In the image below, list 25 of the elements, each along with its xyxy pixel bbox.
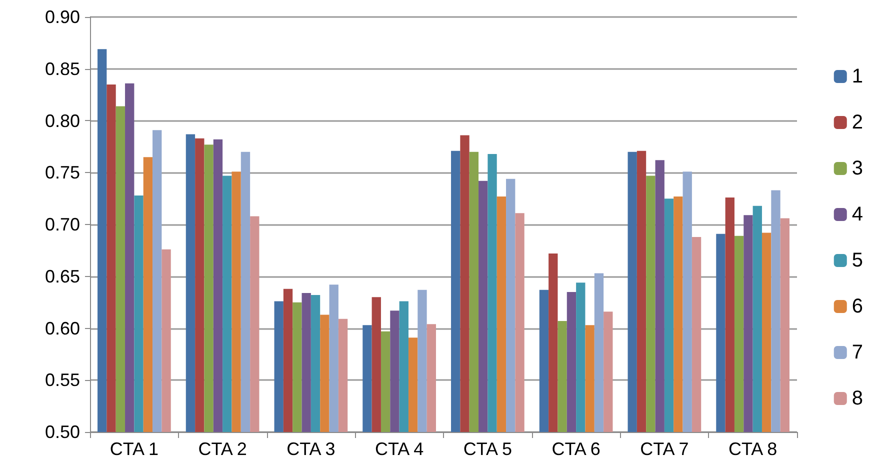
legend-label: 6: [852, 296, 863, 318]
legend-label: 2: [852, 112, 863, 134]
legend-label: 1: [852, 66, 863, 88]
x-tick-label: CTA 3: [286, 439, 336, 459]
x-tick-label: CTA 2: [198, 439, 247, 459]
y-tick-label: 0.70: [44, 214, 80, 234]
y-tick-label: 0.75: [44, 162, 80, 183]
y-tick-label: 0.60: [44, 318, 80, 338]
x-tick-label: CTA 5: [463, 439, 512, 459]
x-tick-label: CTA 1: [110, 439, 159, 459]
y-tick-label: 0.80: [44, 110, 80, 131]
y-tick-label: 0.65: [44, 266, 80, 286]
x-tick-label: CTA 7: [640, 439, 689, 459]
legend-label: 8: [852, 388, 863, 410]
x-tick-label: CTA 4: [374, 439, 424, 459]
legend-label: 3: [852, 158, 863, 180]
legend-label: 7: [852, 342, 863, 364]
legend-label: 5: [852, 250, 863, 272]
x-tick-label: CTA 6: [552, 439, 600, 459]
y-tick-label: 0.50: [44, 422, 80, 442]
x-tick-label: CTA 8: [728, 439, 778, 459]
y-tick-label: 0.90: [44, 7, 80, 27]
y-tick-label: 0.85: [44, 58, 80, 79]
legend-label: 4: [852, 204, 863, 226]
y-tick-label: 0.55: [44, 370, 80, 390]
